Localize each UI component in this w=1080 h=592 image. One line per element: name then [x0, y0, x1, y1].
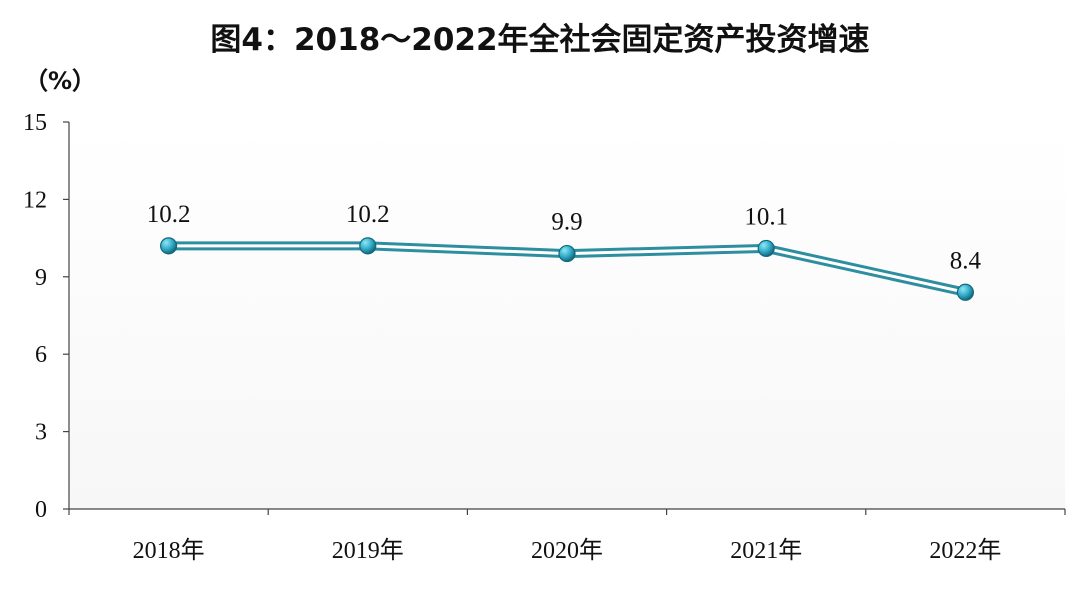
- y-axis-tick-label: 9: [35, 265, 47, 291]
- chart-title: 图4：2018～2022年全社会固定资产投资增速: [210, 22, 869, 58]
- x-axis-category-label: 2019年: [332, 537, 404, 564]
- data-label: 10.2: [147, 201, 191, 228]
- plot-background: [69, 122, 1065, 509]
- y-axis-tick-label: 6: [35, 342, 47, 368]
- y-axis-tick-label: 12: [23, 187, 47, 213]
- y-axis-unit-label: （%）: [24, 67, 96, 95]
- data-label: 9.9: [551, 209, 582, 236]
- plot-area: 0 3 6 9 12 15 2018年 2019年 2020年 2021年 2022年 10.2 10.…: [23, 110, 1066, 564]
- data-point-marker: [757, 239, 775, 258]
- y-axis-tick-label: 15: [23, 110, 47, 136]
- data-point-marker: [160, 237, 178, 255]
- x-axis-category-label: 2021年: [730, 537, 802, 564]
- x-axis-category-label: 2018年: [133, 537, 205, 564]
- data-label: 10.1: [744, 203, 788, 230]
- data-point-marker: [558, 244, 576, 263]
- y-axis-tick-label: 3: [35, 420, 47, 446]
- data-point-marker: [359, 237, 377, 255]
- data-label: 8.4: [950, 247, 982, 274]
- data-label: 10.2: [346, 201, 390, 228]
- data-point-marker: [956, 283, 975, 301]
- x-axis-category-label: 2022年: [929, 537, 1001, 564]
- y-axis-tick-label: 0: [35, 497, 47, 523]
- x-axis-category-label: 2020年: [531, 537, 603, 564]
